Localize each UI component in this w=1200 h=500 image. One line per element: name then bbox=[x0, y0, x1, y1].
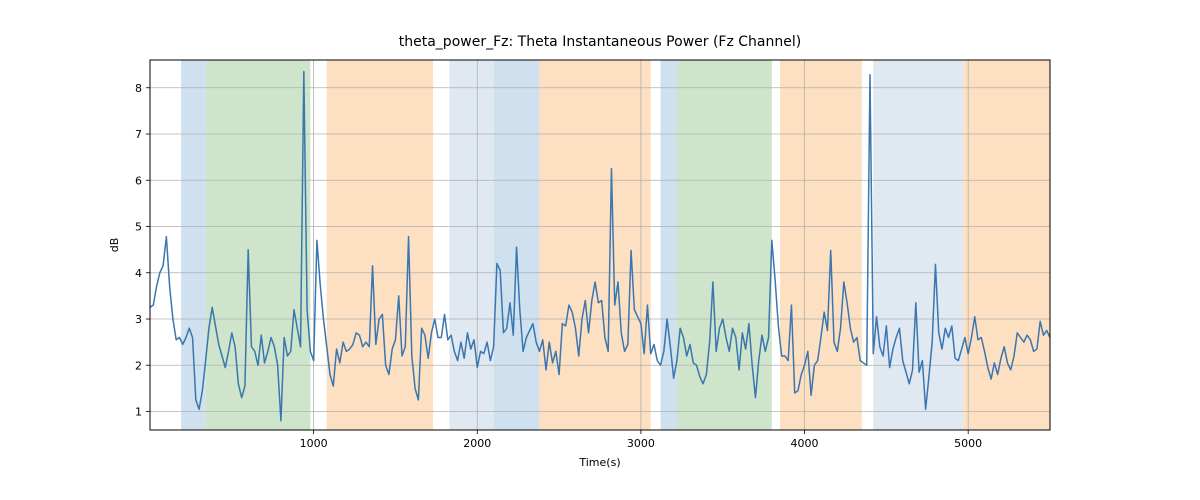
ytick-label: 5 bbox=[135, 221, 142, 234]
ytick-label: 6 bbox=[135, 174, 142, 187]
band-8 bbox=[780, 60, 862, 430]
y-axis-label: dB bbox=[108, 238, 121, 253]
ytick-label: 8 bbox=[135, 82, 142, 95]
xtick-label: 5000 bbox=[954, 437, 982, 450]
ytick-label: 2 bbox=[135, 359, 142, 372]
ytick-label: 1 bbox=[135, 406, 142, 419]
chart-svg: 1000 2000 3000 4000 5000 1 2 3 4 5 6 7 8 Time(s) dB the… bbox=[0, 0, 1200, 500]
ytick-label: 3 bbox=[135, 313, 142, 326]
band-4 bbox=[494, 60, 540, 430]
band-5 bbox=[539, 60, 650, 430]
band-10 bbox=[963, 60, 1050, 430]
xtick-label: 4000 bbox=[791, 437, 819, 450]
xtick-label: 2000 bbox=[463, 437, 491, 450]
band-1 bbox=[206, 60, 311, 430]
chart-title: theta_power_Fz: Theta Instantaneous Powe… bbox=[399, 34, 801, 50]
xtick-label: 1000 bbox=[300, 437, 328, 450]
chart-container: 1000 2000 3000 4000 5000 1 2 3 4 5 6 7 8 Time(s) dB the… bbox=[0, 0, 1200, 500]
xtick-label: 3000 bbox=[627, 437, 655, 450]
band-2 bbox=[327, 60, 433, 430]
band-0 bbox=[181, 60, 206, 430]
x-axis-label: Time(s) bbox=[578, 456, 620, 469]
band-3 bbox=[449, 60, 493, 430]
ytick-label: 7 bbox=[135, 128, 142, 141]
band-9 bbox=[873, 60, 963, 430]
ytick-label: 4 bbox=[135, 267, 142, 280]
